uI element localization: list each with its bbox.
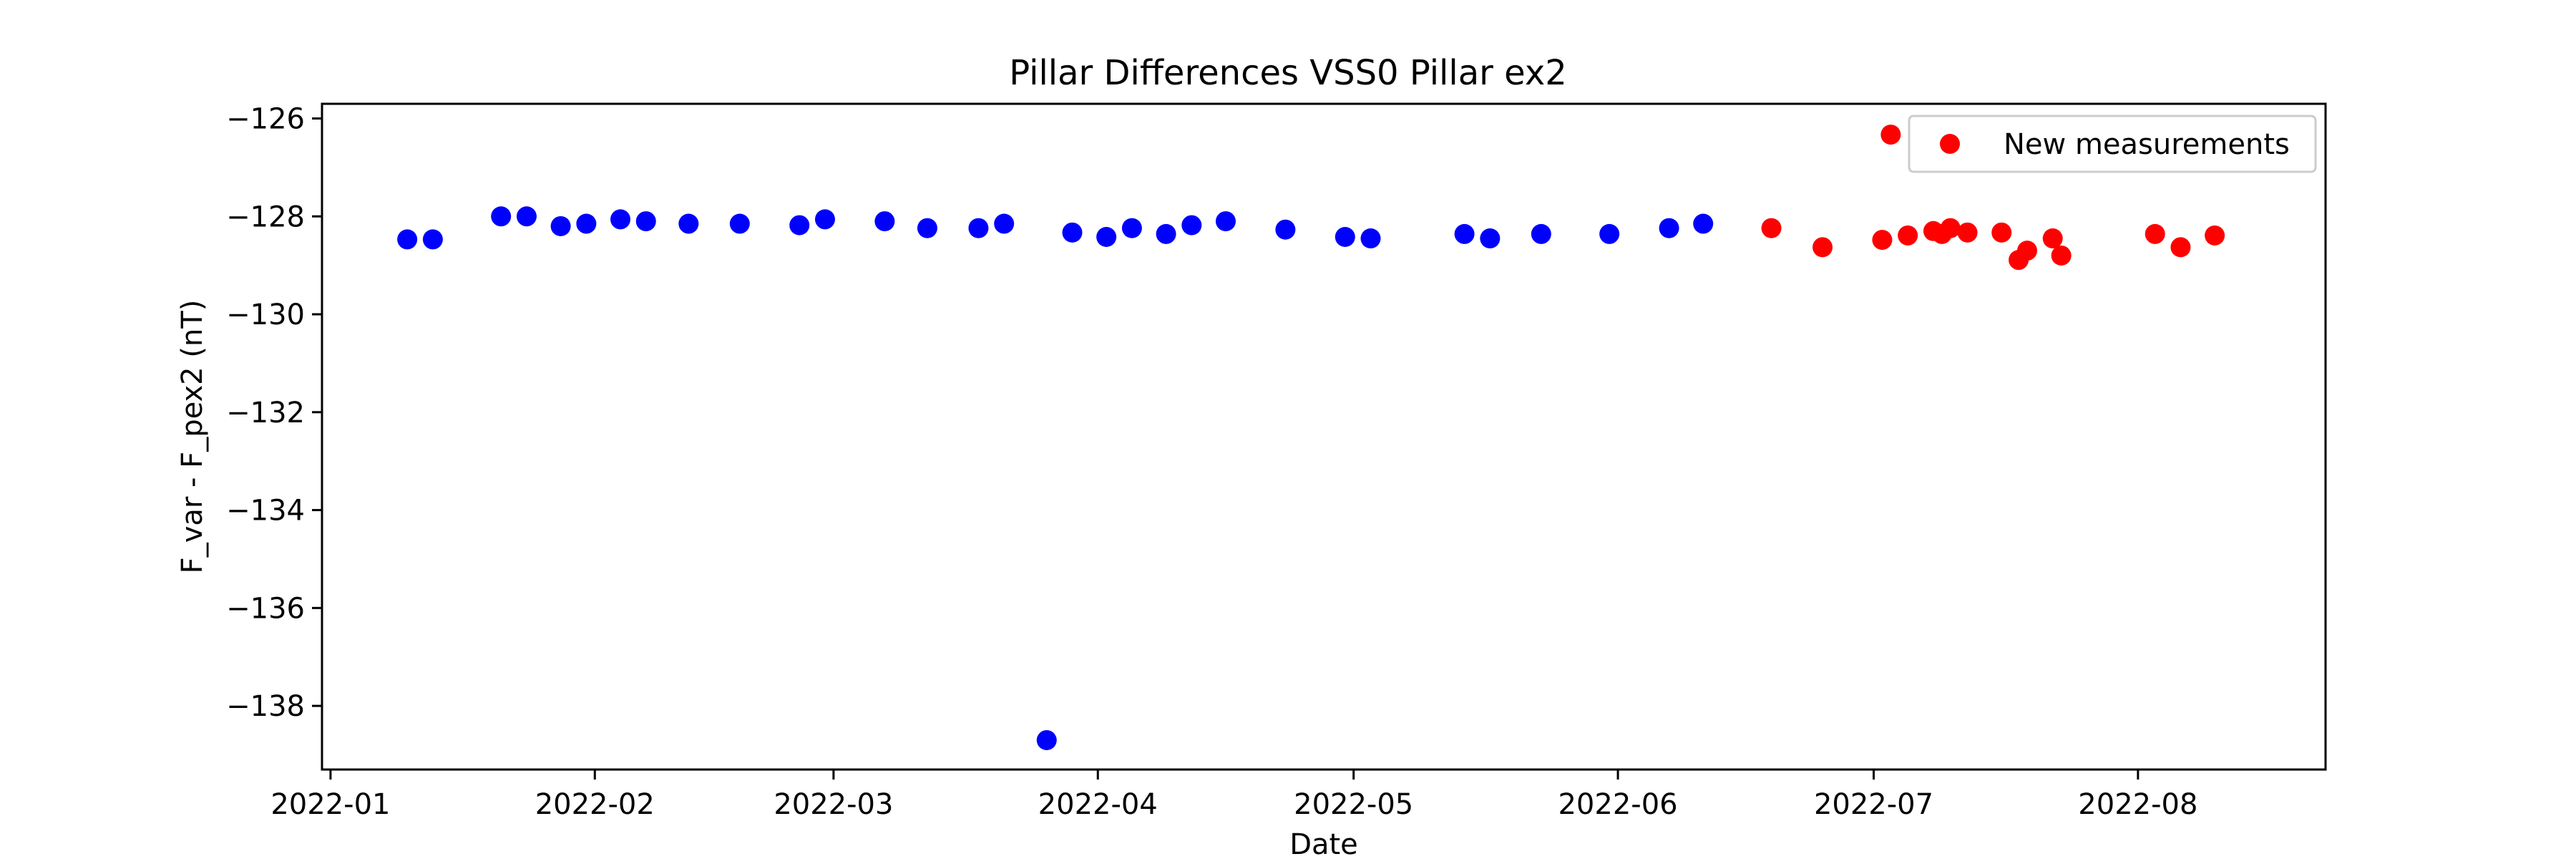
legend-box [1908, 115, 2317, 173]
data-point-blue [1693, 213, 1714, 234]
data-point-blue [576, 213, 597, 234]
data-point-blue [994, 213, 1015, 234]
data-point-blue [550, 215, 571, 236]
x-tick-label: 2022-06 [1558, 788, 1677, 821]
data-point-blue [1480, 228, 1501, 249]
data-point-blue [814, 209, 835, 230]
x-tick-label: 2022-04 [1038, 788, 1158, 821]
y-tick-label: −138 [226, 690, 305, 723]
data-point-blue [1599, 223, 1620, 244]
data-point-blue [1454, 223, 1475, 244]
y-tick-label: −134 [226, 495, 305, 528]
data-point-blue [516, 206, 537, 227]
data-point-red [2016, 241, 2037, 261]
x-tick-label: 2022-07 [1814, 788, 1933, 821]
data-point-blue [1096, 227, 1117, 247]
data-point-blue [1531, 223, 1551, 244]
y-tick-label: −136 [226, 592, 305, 625]
x-axis-label: Date [1289, 828, 1358, 859]
chart-title: Pillar Differences VSS0 Pillar ex2 [1009, 53, 1567, 93]
data-point-blue [917, 218, 937, 238]
y-tick-label: −128 [226, 200, 305, 233]
data-point-red [1880, 125, 1901, 145]
data-point-red [2170, 237, 2191, 258]
data-point-blue [1062, 222, 1083, 243]
y-axis: −138 −136 −134 −132 −130 −128 −126 [226, 103, 322, 723]
data-point-red [1872, 230, 1893, 251]
data-points [397, 125, 2225, 750]
data-point-blue [1036, 729, 1057, 750]
data-point-blue [1659, 218, 1679, 238]
data-point-blue [1275, 219, 1296, 240]
data-point-blue [1181, 215, 1202, 236]
data-point-blue [1215, 211, 1236, 232]
legend-label-new-measurements: New measurements [2004, 128, 2290, 161]
data-point-blue [1156, 223, 1176, 244]
data-point-blue [968, 218, 989, 238]
data-point-red [1957, 222, 1978, 243]
y-tick-label: −132 [226, 397, 305, 430]
x-tick-label: 2022-01 [270, 788, 390, 821]
data-point-blue [1335, 227, 1355, 247]
data-point-blue [422, 229, 443, 250]
data-point-blue [610, 209, 631, 230]
data-point-blue [678, 213, 699, 234]
y-axis-label: F_var - F_pex2 (nT) [176, 300, 209, 574]
x-tick-label: 2022-03 [774, 788, 893, 821]
legend-marker-new-measurements [1940, 134, 1960, 154]
series-new-measurements [1761, 125, 2225, 271]
data-point-red [1898, 225, 1918, 246]
data-point-blue [397, 229, 418, 250]
data-point-blue [789, 215, 810, 236]
data-point-red [1940, 218, 1961, 238]
plot-frame [321, 102, 2327, 771]
x-tick-label: 2022-05 [1294, 788, 1413, 821]
data-point-red [2042, 228, 2063, 249]
data-point-blue [874, 211, 895, 232]
data-point-blue [491, 206, 512, 227]
y-tick-label: −130 [226, 299, 305, 331]
data-point-red [1813, 237, 1833, 258]
x-tick-label: 2022-08 [2078, 788, 2197, 821]
y-tick-label: −126 [226, 103, 305, 136]
data-point-red [2051, 245, 2072, 266]
x-axis: 2022-01 2022-02 2022-03 2022-04 2022-05 2022-… [270, 770, 2197, 821]
data-point-red [1761, 218, 1782, 238]
legend: New measurements [1908, 115, 2317, 173]
data-point-red [1991, 222, 2012, 243]
series-reference-points [397, 206, 1714, 750]
data-point-blue [729, 213, 750, 234]
data-point-blue [635, 211, 656, 232]
data-point-red [2145, 223, 2165, 244]
data-point-red [2205, 225, 2225, 246]
data-point-blue [1360, 228, 1381, 249]
data-point-blue [1121, 218, 1142, 238]
x-tick-label: 2022-02 [535, 788, 655, 821]
